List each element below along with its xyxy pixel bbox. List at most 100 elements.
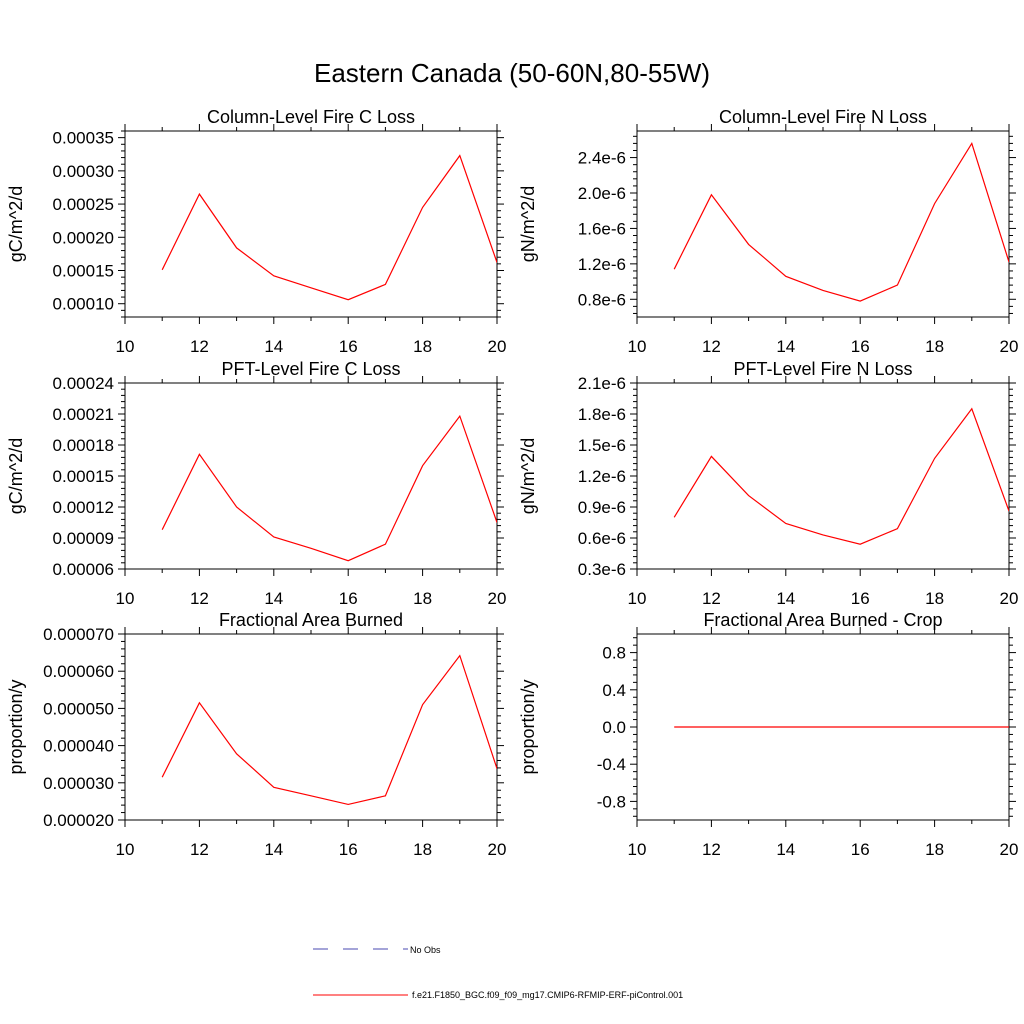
y-tick-label: 0.00035 — [53, 129, 114, 148]
x-tick-label: 12 — [702, 337, 721, 356]
y-tick-label: 0.00006 — [53, 560, 114, 579]
y-tick-label: 0.000050 — [43, 699, 114, 718]
x-tick-label: 14 — [264, 337, 283, 356]
x-tick-label: 12 — [702, 589, 721, 608]
y-tick-label: 1.6e-6 — [578, 219, 626, 238]
y-axis-label: gN/m^2/d — [518, 438, 538, 514]
y-tick-label: 2.1e-6 — [578, 374, 626, 393]
y-tick-label: 0.000040 — [43, 737, 114, 756]
y-tick-label: 0.4 — [602, 681, 626, 700]
chart-title: PFT-Level Fire N Loss — [733, 359, 912, 379]
x-tick-label: 18 — [925, 337, 944, 356]
legend-label-no-obs: No Obs — [410, 945, 441, 955]
x-tick-label: 12 — [190, 840, 209, 859]
y-tick-label: 0.00024 — [53, 374, 114, 393]
y-tick-label: 0.000020 — [43, 811, 114, 830]
x-tick-label: 14 — [264, 589, 283, 608]
plot-frame — [124, 130, 498, 318]
series-line — [161, 414, 497, 562]
y-axis-label: gN/m^2/d — [518, 186, 538, 262]
x-tick-label: 10 — [628, 337, 647, 356]
y-tick-label: -0.8 — [597, 792, 626, 811]
y-tick-label: 0.00009 — [53, 529, 114, 548]
x-tick-label: 16 — [851, 840, 870, 859]
y-tick-label: 1.8e-6 — [578, 405, 626, 424]
chart-panel-5: Fractional Area Burned proportion/y 10 12 14… — [6, 610, 506, 859]
chart-panel-3: PFT-Level Fire C Loss gC/m^2/d 10 12 14 16 18 2… — [6, 359, 506, 608]
chart-panel-4: PFT-Level Fire N Loss gN/m^2/d 10 12 14 16 18 2… — [518, 359, 1018, 608]
y-tick-label: 1.2e-6 — [578, 467, 626, 486]
y-axis-label: gC/m^2/d — [6, 438, 26, 514]
y-tick-label: 0.00021 — [53, 405, 114, 424]
y-tick-label: -0.4 — [597, 755, 626, 774]
y-tick-label: 0.000060 — [43, 662, 114, 681]
x-tick-label: 18 — [413, 840, 432, 859]
x-tick-label: 20 — [1000, 840, 1019, 859]
x-tick-label: 14 — [776, 840, 795, 859]
y-tick-label: 0.00030 — [53, 162, 114, 181]
x-tick-label: 20 — [488, 589, 507, 608]
x-tick-label: 18 — [925, 840, 944, 859]
y-tick-label: 0.000030 — [43, 774, 114, 793]
x-tick-label: 14 — [776, 589, 795, 608]
y-tick-label: 0.8 — [602, 644, 626, 663]
x-tick-label: 10 — [628, 589, 647, 608]
x-tick-label: 16 — [339, 589, 358, 608]
y-tick-label: 0.6e-6 — [578, 529, 626, 548]
y-tick-label: 0.000070 — [43, 625, 114, 644]
y-axis-label: gC/m^2/d — [6, 186, 26, 262]
x-tick-label: 10 — [116, 840, 135, 859]
series-line — [161, 154, 497, 301]
plot-frame — [124, 633, 498, 821]
y-tick-label: 0.3e-6 — [578, 560, 626, 579]
x-tick-label: 10 — [628, 840, 647, 859]
y-tick-label: 0.00018 — [53, 436, 114, 455]
y-tick-label: 0.00025 — [53, 195, 114, 214]
legend: No Obs f.e21.F1850_BGC.f09_f09_mg17.CMIP6… — [313, 945, 683, 1000]
x-tick-label: 14 — [264, 840, 283, 859]
x-tick-label: 12 — [190, 589, 209, 608]
x-tick-label: 14 — [776, 337, 795, 356]
y-tick-label: 0.00010 — [53, 295, 114, 314]
y-tick-label: 2.4e-6 — [578, 149, 626, 168]
chart-title: Column-Level Fire C Loss — [207, 107, 415, 127]
y-tick-label: 0.00020 — [53, 228, 114, 247]
x-tick-label: 16 — [851, 589, 870, 608]
series-line — [673, 141, 1009, 302]
x-tick-label: 20 — [488, 840, 507, 859]
y-tick-label: 0.00015 — [53, 467, 114, 486]
plot-frame — [124, 382, 498, 570]
legend-label-model: f.e21.F1850_BGC.f09_f09_mg17.CMIP6-RFMIP… — [412, 990, 683, 1000]
x-tick-label: 10 — [116, 589, 135, 608]
x-tick-label: 16 — [339, 840, 358, 859]
x-tick-label: 18 — [413, 337, 432, 356]
chart-title: Fractional Area Burned - Crop — [703, 610, 942, 630]
x-tick-label: 12 — [702, 840, 721, 859]
y-tick-label: 0.8e-6 — [578, 290, 626, 309]
series-line — [161, 654, 497, 806]
chart-title: Column-Level Fire N Loss — [719, 107, 927, 127]
y-axis-label: proportion/y — [6, 679, 26, 774]
x-tick-label: 10 — [116, 337, 135, 356]
y-tick-label: 2.0e-6 — [578, 184, 626, 203]
figure-title: Eastern Canada (50-60N,80-55W) — [314, 58, 710, 88]
x-tick-label: 20 — [1000, 589, 1019, 608]
y-tick-label: 1.2e-6 — [578, 255, 626, 274]
y-tick-label: 0.9e-6 — [578, 498, 626, 517]
plot-frame — [636, 130, 1010, 318]
x-tick-label: 20 — [488, 337, 507, 356]
plot-frame — [636, 382, 1010, 570]
y-axis-label: proportion/y — [518, 679, 538, 774]
x-tick-label: 20 — [1000, 337, 1019, 356]
y-tick-label: 0.00012 — [53, 498, 114, 517]
chart-panel-6: Fractional Area Burned - Crop proportion/… — [518, 610, 1018, 859]
y-tick-label: 0.00015 — [53, 262, 114, 281]
y-tick-label: 0.0 — [602, 718, 626, 737]
chart-title: Fractional Area Burned — [219, 610, 403, 630]
chart-title: PFT-Level Fire C Loss — [221, 359, 400, 379]
x-tick-label: 18 — [925, 589, 944, 608]
x-tick-label: 18 — [413, 589, 432, 608]
y-tick-label: 1.5e-6 — [578, 436, 626, 455]
